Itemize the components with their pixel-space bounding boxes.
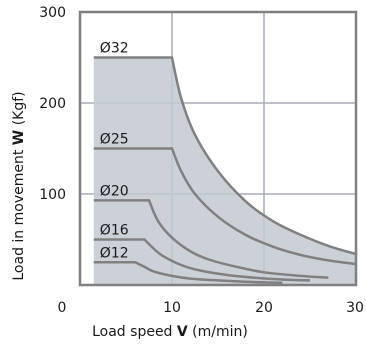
x-tick-label-20: 20 [255, 300, 273, 316]
series-group: Ø32 Ø25 Ø20 Ø16 Ø12 [93, 41, 357, 284]
series-line-3 [93, 238, 311, 282]
series-label-4: Ø12 [100, 245, 129, 261]
x-tick-label-10: 10 [163, 300, 181, 316]
series-label-1: Ø25 [100, 132, 129, 148]
y-tick-label-100: 100 [39, 187, 66, 203]
x-tick-label-0: 0 [58, 300, 67, 316]
load-envelope-area [93, 57, 357, 285]
series-line-2 [93, 199, 329, 279]
y-tick-label-200: 200 [39, 96, 66, 112]
x-tick-label-30: 30 [346, 300, 364, 316]
tick-labels: 0 10 20 30 100 200 300 [39, 5, 364, 316]
series-label-3: Ø16 [100, 223, 129, 239]
x-axis-label-unit: (m/min) [188, 324, 248, 340]
y-axis-label-pre: Load in movement [11, 145, 27, 280]
series-line-4 [93, 261, 283, 284]
y-axis-label: Load in movement W (Kgf) [11, 91, 27, 280]
plot-frame [78, 10, 358, 287]
series-line-1 [93, 147, 357, 266]
y-axis-label-symbol: W [11, 130, 27, 145]
x-axis-label-symbol: V [177, 324, 188, 340]
series-line-0 [93, 56, 357, 256]
series-label-0: Ø32 [100, 41, 129, 57]
y-axis-label-unit: (Kgf) [11, 91, 27, 129]
y-tick-label-300: 300 [39, 5, 66, 21]
series-label-2: Ø20 [100, 183, 129, 199]
x-axis-label-pre: Load speed [92, 324, 177, 340]
x-axis-label: Load speed V (m/min) [92, 324, 248, 340]
